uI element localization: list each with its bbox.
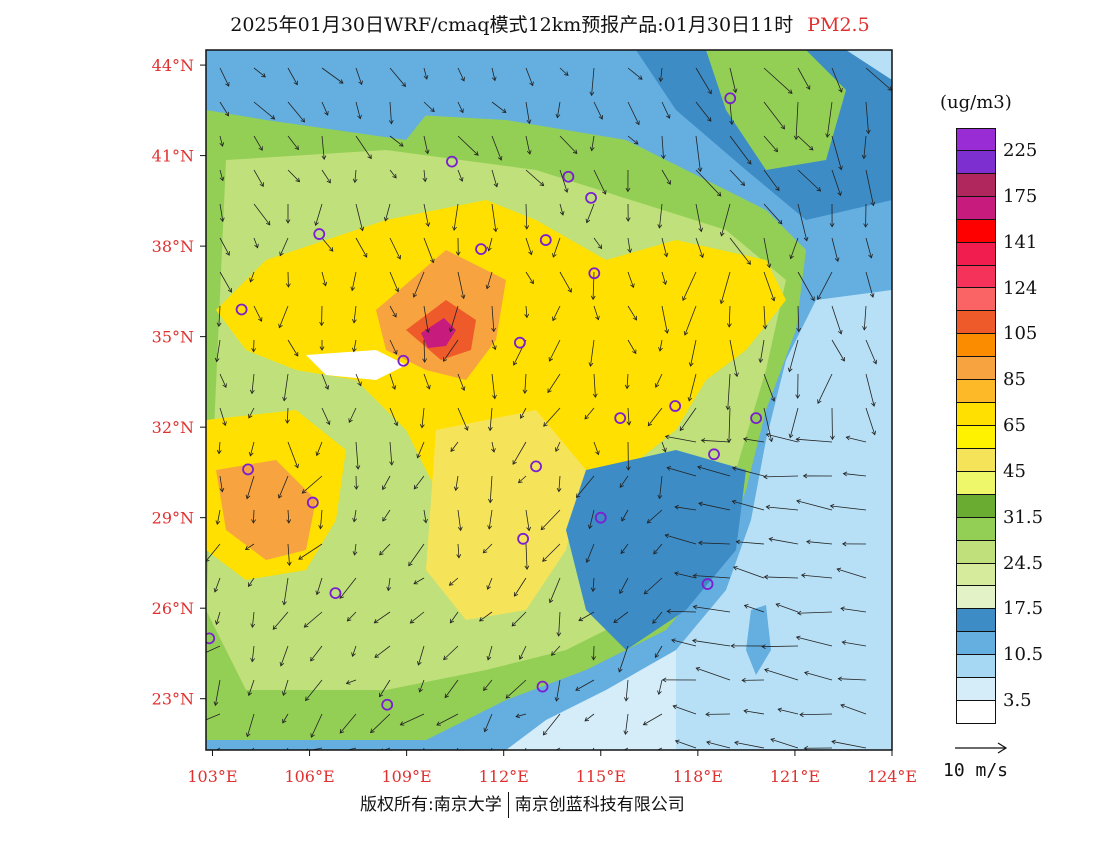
colorbar-swatch: [956, 380, 996, 404]
colorbar-level-label: 175: [1003, 185, 1038, 207]
colorbar-swatch: [956, 517, 996, 541]
x-tick-label: 103°E: [187, 767, 237, 786]
colorbar-swatch: [956, 448, 996, 472]
x-tick-label: 112°E: [479, 767, 529, 786]
y-tick-label: 35°N: [152, 328, 194, 347]
colorbar-swatch: [956, 701, 996, 724]
colorbar-swatch: [956, 150, 996, 174]
y-axis: 44°N 41°N 38°N 35°N 32°N 29°N 26°N 23°N: [152, 56, 206, 709]
y-tick-label: 41°N: [152, 147, 194, 166]
colorbar-swatch: [956, 128, 996, 151]
colorbar-swatch: [956, 586, 996, 610]
pm25-map: [206, 50, 892, 750]
copyright-right: 南京创蓝科技有限公司: [514, 795, 685, 815]
colorbar-swatch: [956, 655, 996, 679]
x-tick-label: 124°E: [867, 767, 917, 786]
y-tick-label: 26°N: [152, 599, 194, 618]
map-canvas: [206, 50, 892, 750]
legend-unit: (ug/m3): [940, 92, 1012, 113]
colorbar-swatch: [956, 403, 996, 426]
colorbar-level-label: 45: [1003, 460, 1026, 482]
colorbar-swatch: [956, 426, 996, 449]
colorbar-level-label: 24.5: [1003, 552, 1044, 574]
y-tick-label: 38°N: [152, 237, 194, 256]
colorbar-swatch: [956, 678, 996, 702]
y-tick-label: 23°N: [152, 690, 194, 709]
colorbar-level-label: 85: [1003, 369, 1026, 391]
colorbar-swatch: [956, 196, 996, 220]
colorbar-level-label: 105: [1003, 323, 1038, 345]
colorbar-swatch: [956, 219, 996, 243]
colorbar-level-label: 65: [1003, 415, 1026, 437]
colorbar-swatch: [956, 357, 996, 381]
colorbar-level-label: 124: [1003, 277, 1038, 299]
colorbar-swatch: [956, 242, 996, 266]
y-tick-label: 32°N: [152, 418, 194, 437]
y-tick-label: 44°N: [152, 56, 194, 75]
colorbar-swatch: [956, 471, 996, 495]
colorbar-level-label: 31.5: [1003, 506, 1044, 528]
colorbar-swatch: [956, 311, 996, 335]
copyright: 版权所有:南京大学 南京创蓝科技有限公司: [360, 790, 685, 818]
title-text: 2025年01月30日WRF/cmaq模式12km预报产品:01月30日11时: [230, 14, 794, 36]
wind-reference-arrow: [955, 742, 1008, 754]
colorbar-level-label: 10.5: [1003, 644, 1044, 666]
y-tick-label: 29°N: [152, 509, 194, 528]
colorbar: [956, 128, 996, 724]
copyright-left: 版权所有:南京大学: [360, 795, 502, 815]
chart-title: 2025年01月30日WRF/cmaq模式12km预报产品:01月30日11时 P…: [0, 10, 1100, 37]
x-tick-label: 106°E: [284, 767, 334, 786]
x-tick-label: 118°E: [673, 767, 723, 786]
copyright-separator: [507, 792, 509, 818]
variable-label: PM2.5: [807, 14, 870, 36]
colorbar-swatch: [956, 563, 996, 587]
wind-reference-label: 10 m/s: [943, 760, 1009, 781]
colorbar-level-label: 225: [1003, 140, 1038, 161]
colorbar-level-label: 141: [1003, 231, 1038, 253]
colorbar-level-label: 3.5: [1003, 690, 1032, 712]
x-tick-label: 115°E: [576, 767, 626, 786]
colorbar-swatch: [956, 288, 996, 312]
x-axis: 103°E 106°E 109°E 112°E 115°E 118°E 121°E 124°E: [187, 750, 917, 786]
x-tick-label: 109°E: [382, 767, 432, 786]
colorbar-swatch: [956, 265, 996, 289]
colorbar-swatch: [956, 334, 996, 358]
colorbar-swatch: [956, 173, 996, 197]
colorbar-level-label: 17.5: [1003, 598, 1044, 620]
colorbar-swatch: [956, 609, 996, 633]
colorbar-swatch: [956, 632, 996, 656]
colorbar-swatch: [956, 494, 996, 518]
x-tick-label: 121°E: [770, 767, 820, 786]
colorbar-swatch: [956, 540, 996, 564]
